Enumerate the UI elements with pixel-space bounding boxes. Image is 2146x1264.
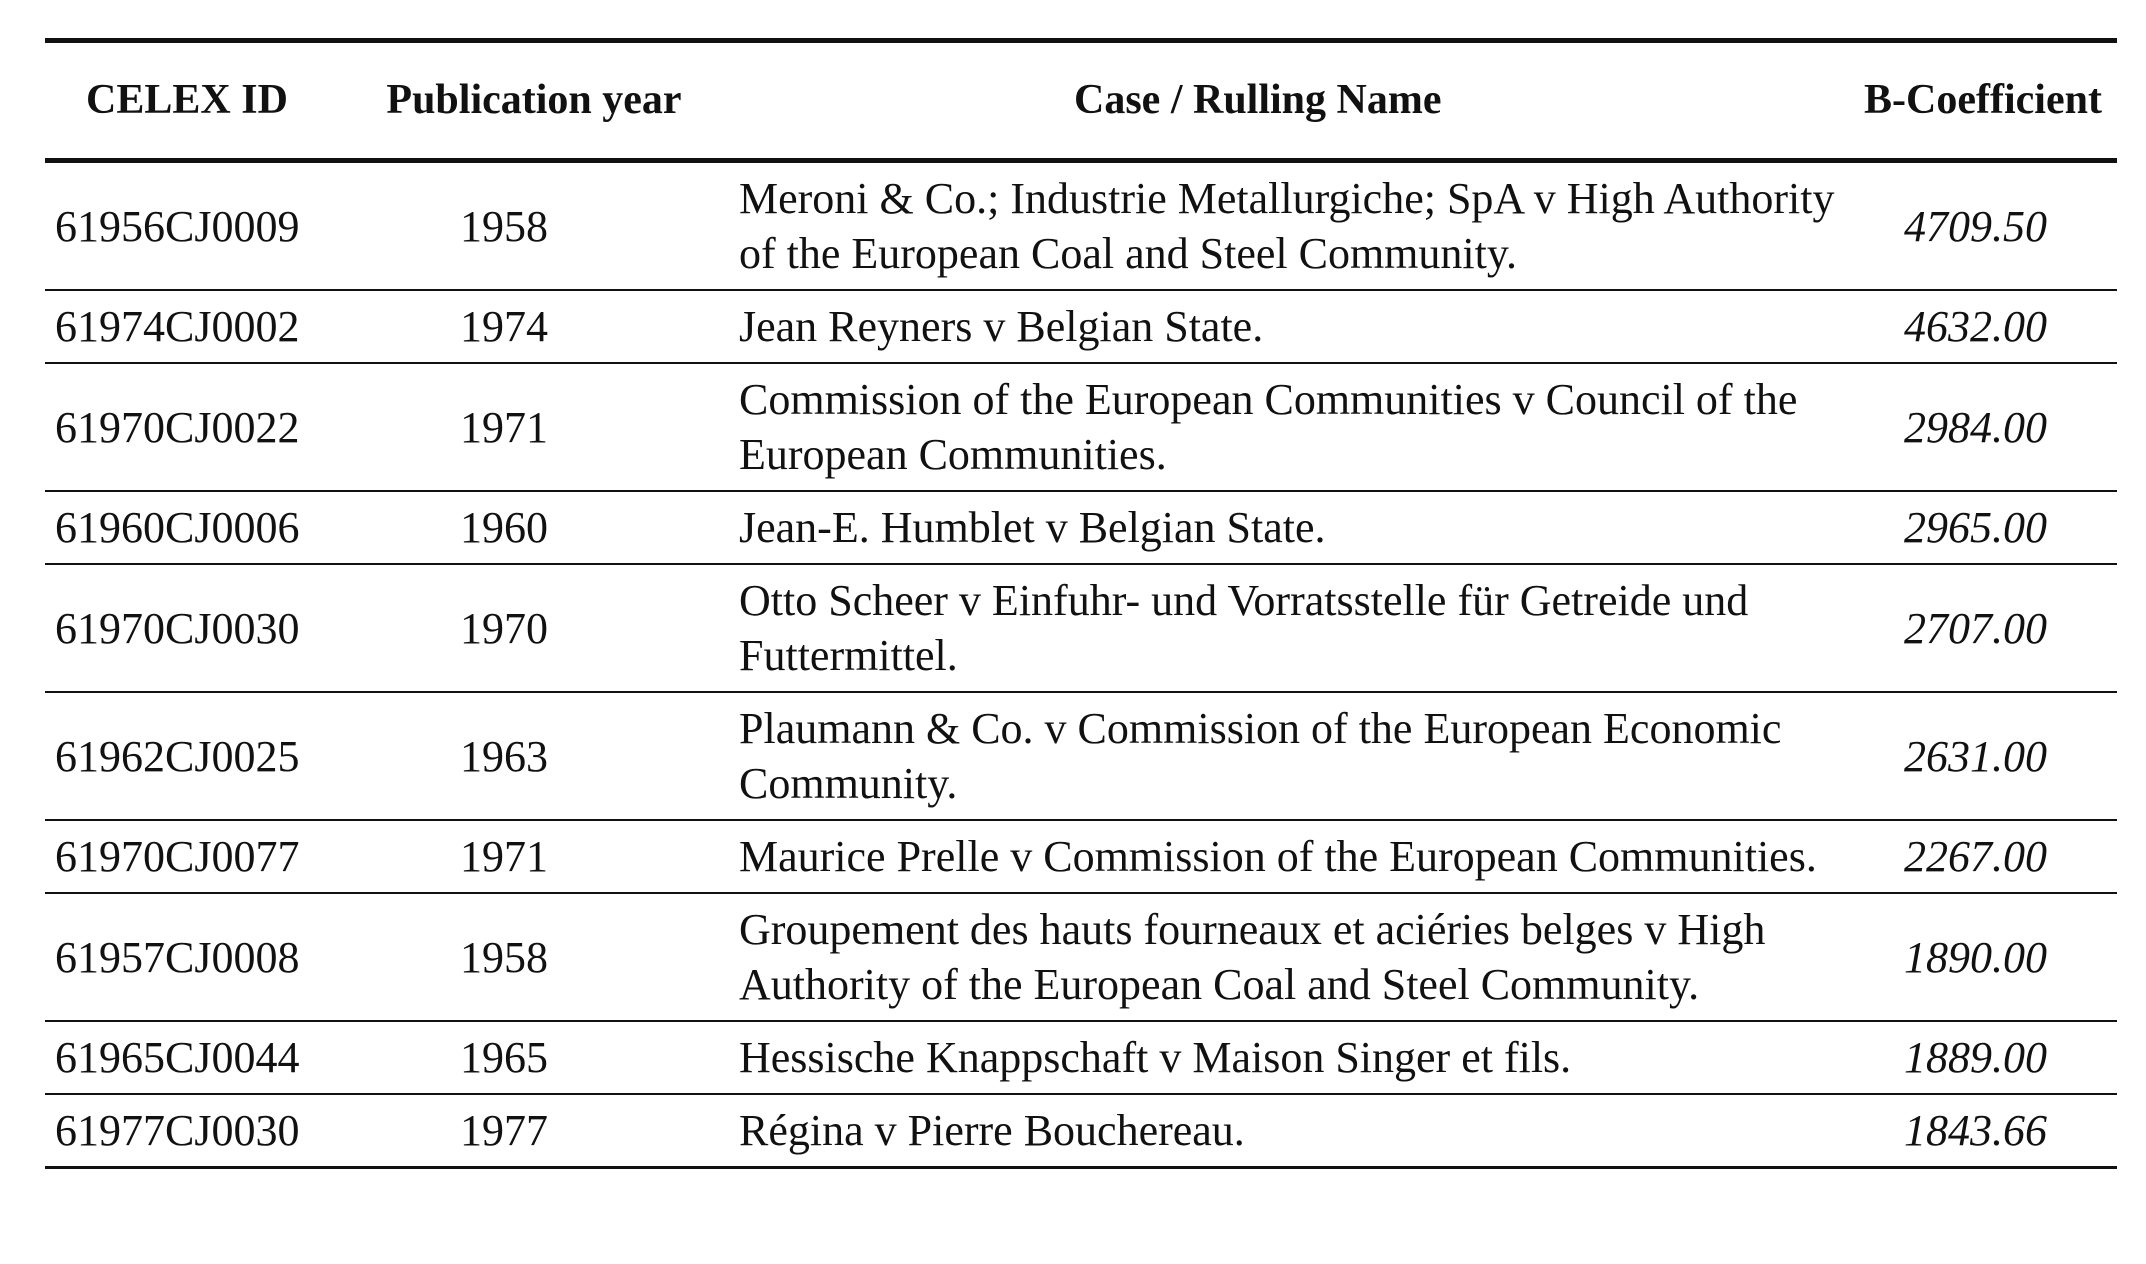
- publication-year-cell: 1958: [460, 201, 548, 251]
- celex-id-cell: 61974CJ0002: [55, 302, 300, 351]
- publication-year-cell: 1971: [460, 832, 548, 881]
- celex-id-cell: 61956CJ0009: [55, 201, 300, 251]
- b-coefficient-cell: 1843.66: [1904, 1106, 2047, 1155]
- case-name-cell: Commission of the European Communities v…: [739, 375, 1798, 479]
- header-row: CELEX ID Publication year Case / Rulling…: [45, 40, 2117, 161]
- celex-id-cell: 61977CJ0030: [55, 1106, 300, 1155]
- column-header-publication-year: Publication year: [386, 77, 682, 123]
- rulings-table: CELEX ID Publication year Case / Rulling…: [45, 38, 2117, 1169]
- table-row: 61962CJ0025 1963 Plaumann & Co. v Commissi…: [45, 692, 2117, 820]
- b-coefficient-cell: 2267.00: [1904, 832, 2047, 881]
- b-coefficient-cell: 2631.00: [1904, 731, 2047, 781]
- case-name-cell: Meroni & Co.; Industrie Metallurgiche; S…: [739, 174, 1835, 278]
- case-name-cell: Hessische Knappschaft v Maison Singer et…: [739, 1033, 1572, 1082]
- table-row: 61970CJ0030 1970 Otto Scheer v Einfuhr- un…: [45, 564, 2117, 692]
- publication-year-cell: 1971: [460, 402, 548, 452]
- table-row: 61977CJ0030 1977 Régina v Pierre Boucherea…: [45, 1094, 2117, 1168]
- case-name-cell: Régina v Pierre Bouchereau.: [739, 1106, 1245, 1155]
- publication-year-cell: 1977: [460, 1106, 548, 1155]
- table-header: CELEX ID Publication year Case / Rulling…: [45, 40, 2117, 161]
- publication-year-cell: 1974: [460, 302, 548, 351]
- celex-id-cell: 61970CJ0030: [55, 603, 300, 653]
- publication-year-cell: 1970: [460, 603, 548, 653]
- b-coefficient-cell: 4632.00: [1904, 302, 2047, 351]
- case-name-cell: Otto Scheer v Einfuhr- und Vorratsstelle…: [739, 576, 1749, 680]
- case-name-cell: Jean Reyners v Belgian State.: [739, 302, 1264, 351]
- column-header-celex-id: CELEX ID: [86, 77, 288, 123]
- b-coefficient-cell: 2965.00: [1904, 503, 2047, 552]
- celex-id-cell: 61970CJ0077: [55, 832, 300, 881]
- b-coefficient-cell: 2707.00: [1904, 603, 2047, 653]
- b-coefficient-cell: 1889.00: [1904, 1033, 2047, 1082]
- publication-year-cell: 1958: [460, 932, 548, 982]
- b-coefficient-cell: 4709.50: [1904, 201, 2047, 251]
- table-row: 61960CJ0006 1960 Jean-E. Humblet v Belgian…: [45, 491, 2117, 564]
- case-name-cell: Maurice Prelle v Commission of the Europ…: [739, 832, 1817, 881]
- case-name-cell: Jean-E. Humblet v Belgian State.: [739, 503, 1326, 552]
- celex-id-cell: 61960CJ0006: [55, 503, 300, 552]
- table-row: 61957CJ0008 1958 Groupement des hauts four…: [45, 893, 2117, 1021]
- b-coefficient-cell: 1890.00: [1904, 932, 2047, 982]
- table-row: 61970CJ0022 1971 Commission of the Europea…: [45, 363, 2117, 491]
- celex-id-cell: 61965CJ0044: [55, 1033, 300, 1082]
- table-container: CELEX ID Publication year Case / Rulling…: [45, 38, 2117, 1169]
- celex-id-cell: 61970CJ0022: [55, 402, 300, 452]
- celex-id-cell: 61957CJ0008: [55, 932, 300, 982]
- table-row: 61974CJ0002 1974 Jean Reyners v Belgian St…: [45, 290, 2117, 363]
- case-name-cell: Plaumann & Co. v Commission of the Europ…: [739, 704, 1782, 808]
- table-row: 61970CJ0077 1971 Maurice Prelle v Commissi…: [45, 820, 2117, 893]
- table-row: 61965CJ0044 1965 Hessische Knappschaft v M…: [45, 1021, 2117, 1094]
- b-coefficient-cell: 2984.00: [1904, 402, 2047, 452]
- publication-year-cell: 1960: [460, 503, 548, 552]
- celex-id-cell: 61962CJ0025: [55, 731, 300, 781]
- publication-year-cell: 1963: [460, 731, 548, 781]
- column-header-b-coefficient: B-Coefficient: [1864, 77, 2102, 123]
- table-row: 61956CJ0009 1958 Meroni & Co.; Industrie M…: [45, 161, 2117, 290]
- case-name-cell: Groupement des hauts fourneaux et aciéri…: [739, 905, 1766, 1009]
- publication-year-cell: 1965: [460, 1033, 548, 1082]
- table-body: 61956CJ0009 1958 Meroni & Co.; Industrie M…: [45, 161, 2117, 1168]
- column-header-case-name: Case / Rulling Name: [1074, 77, 1442, 123]
